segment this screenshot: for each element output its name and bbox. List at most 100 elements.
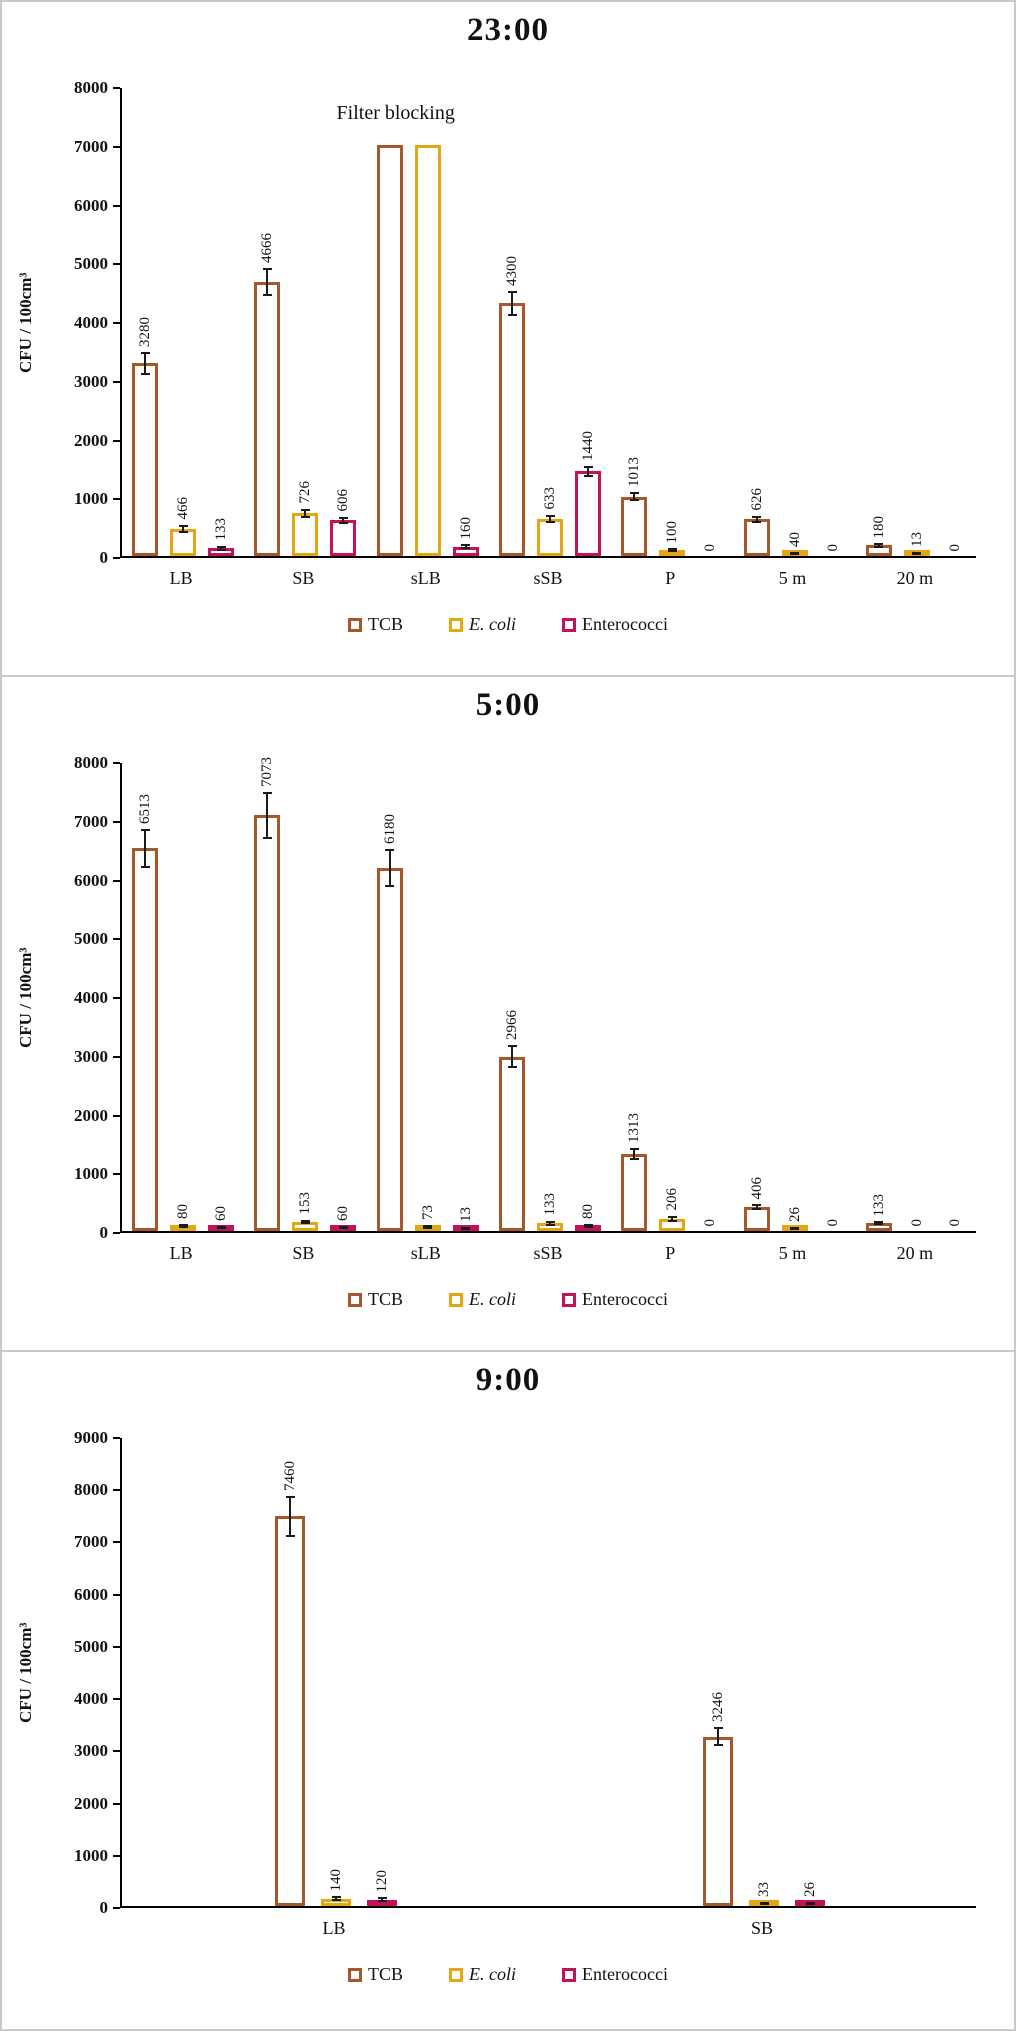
error-bar-cap [790, 1227, 800, 1230]
error-bar-cap [140, 351, 150, 354]
x-category-label: LB [169, 568, 193, 588]
error-bar [549, 515, 551, 523]
y-tick-label: 0 [99, 1223, 109, 1242]
error-bar-cap [300, 1222, 310, 1225]
error-bar-cap [752, 520, 762, 523]
error-bar [266, 268, 269, 295]
error-bar-cap [507, 1045, 517, 1048]
error-bar-cap [667, 548, 677, 551]
legend-swatch-E. coli [449, 617, 464, 632]
y-tick-label: 3000 [74, 1741, 108, 1761]
value-label: 2966 [504, 1010, 520, 1041]
y-tick-mark [113, 1645, 120, 1648]
chart-panel-5-00: 5:00 CFU / 100cm³ 6513 80 60 7073 153 60 6180 7… [2, 677, 1014, 1352]
y-tick-mark [113, 204, 120, 207]
error-bar-cap [912, 552, 922, 555]
y-axis-title: CFU / 100cm³ [16, 947, 35, 1049]
value-label: 133 [213, 518, 230, 541]
error-bar-cap [507, 314, 517, 317]
chart-title: 23:00 [467, 12, 549, 48]
value-label: 120 [374, 1869, 390, 1893]
y-tick-label: 1000 [74, 1845, 108, 1865]
x-category-label: LB [169, 1243, 193, 1263]
y-tick-label: 6000 [74, 1584, 108, 1604]
value-label: 7460 [282, 1460, 298, 1491]
value-label: 153 [297, 1192, 314, 1215]
y-tick-label: 5000 [74, 929, 108, 949]
value-label: 160 [457, 516, 474, 540]
y-tick-label: 6000 [74, 195, 108, 215]
annotation-filter-blocking: Filter blocking [336, 102, 455, 124]
error-bar [633, 492, 636, 501]
value-label: 0 [946, 543, 963, 552]
y-tick-label: 7000 [74, 136, 108, 156]
error-bar-cap [545, 1220, 555, 1223]
value-label: 100 [664, 520, 681, 544]
legend-swatch-TCB [348, 1967, 363, 1982]
bar-E. coli-sLB [414, 144, 441, 556]
error-bar-cap [874, 1223, 884, 1226]
legend-item-E. coli: E. coli [449, 1289, 516, 1310]
error-bar [144, 352, 147, 374]
y-tick-label: 2000 [74, 1793, 108, 1813]
y-tick-label: 0 [99, 1898, 109, 1917]
error-bar-cap [377, 1897, 387, 1900]
legend-label: TCB [368, 614, 404, 634]
error-bar [289, 1496, 291, 1537]
value-label: 1313 [626, 1112, 643, 1143]
error-bar [304, 509, 307, 517]
error-bar-cap [140, 372, 150, 375]
legend-swatch-TCB [348, 617, 363, 632]
error-bar-cap [262, 792, 272, 795]
x-category-label: sLB [410, 568, 441, 588]
bar-TCB-SB [703, 1736, 733, 1906]
value-label: 6180 [381, 814, 398, 845]
error-bar-cap [507, 1066, 517, 1069]
error-bar-cap [790, 552, 800, 555]
value-label: 7073 [259, 757, 276, 788]
value-label: 13 [908, 532, 925, 548]
y-tick-label: 4000 [74, 1689, 108, 1709]
error-bar [511, 1046, 513, 1068]
y-tick-label: 1000 [74, 1164, 108, 1184]
value-label: 206 [664, 1188, 681, 1211]
y-tick-mark [113, 1114, 120, 1117]
y-tick-mark [113, 145, 120, 148]
error-bar-cap [667, 550, 677, 553]
legend-label: E. coli [469, 614, 517, 634]
error-bar-cap [545, 1223, 555, 1226]
y-tick-mark [113, 1698, 120, 1701]
value-label: 0 [824, 1218, 841, 1227]
value-label: 0 [702, 1218, 719, 1227]
error-bar-cap [461, 547, 471, 550]
error-bar-cap [752, 1204, 762, 1207]
value-label: 6513 [137, 793, 154, 824]
x-category-label: 5 m [778, 568, 807, 588]
error-bar-cap [331, 1896, 341, 1899]
error-bar-cap [583, 1224, 593, 1227]
legend-label: Enterococci [582, 614, 668, 634]
error-bar [381, 1898, 383, 1902]
y-tick-mark [113, 1489, 120, 1492]
value-label: 406 [748, 1176, 765, 1200]
value-label: 13 [457, 1207, 474, 1223]
bar-TCB-sLB [376, 867, 403, 1231]
error-bar-cap [338, 516, 348, 519]
legend-item-Enterococci: Enterococci [562, 1964, 668, 1985]
y-tick-label: 7000 [74, 811, 108, 831]
value-label: 4666 [259, 232, 276, 263]
error-bar-cap [874, 543, 884, 546]
value-label: 626 [748, 488, 765, 511]
error-bar-cap [461, 544, 471, 547]
legend: TCB E. coli Enterococci [2, 1289, 1014, 1310]
error-bar-cap [331, 1899, 341, 1902]
value-label: 0 [702, 543, 719, 552]
y-tick-label: 8000 [74, 1480, 108, 1500]
error-bar-cap [385, 884, 395, 887]
x-category-label: sLB [410, 1243, 441, 1263]
error-bar [304, 1220, 307, 1224]
y-tick-label: 9000 [74, 1428, 108, 1447]
legend-item-E. coli: E. coli [449, 1964, 516, 1985]
value-label: 3280 [137, 316, 154, 347]
